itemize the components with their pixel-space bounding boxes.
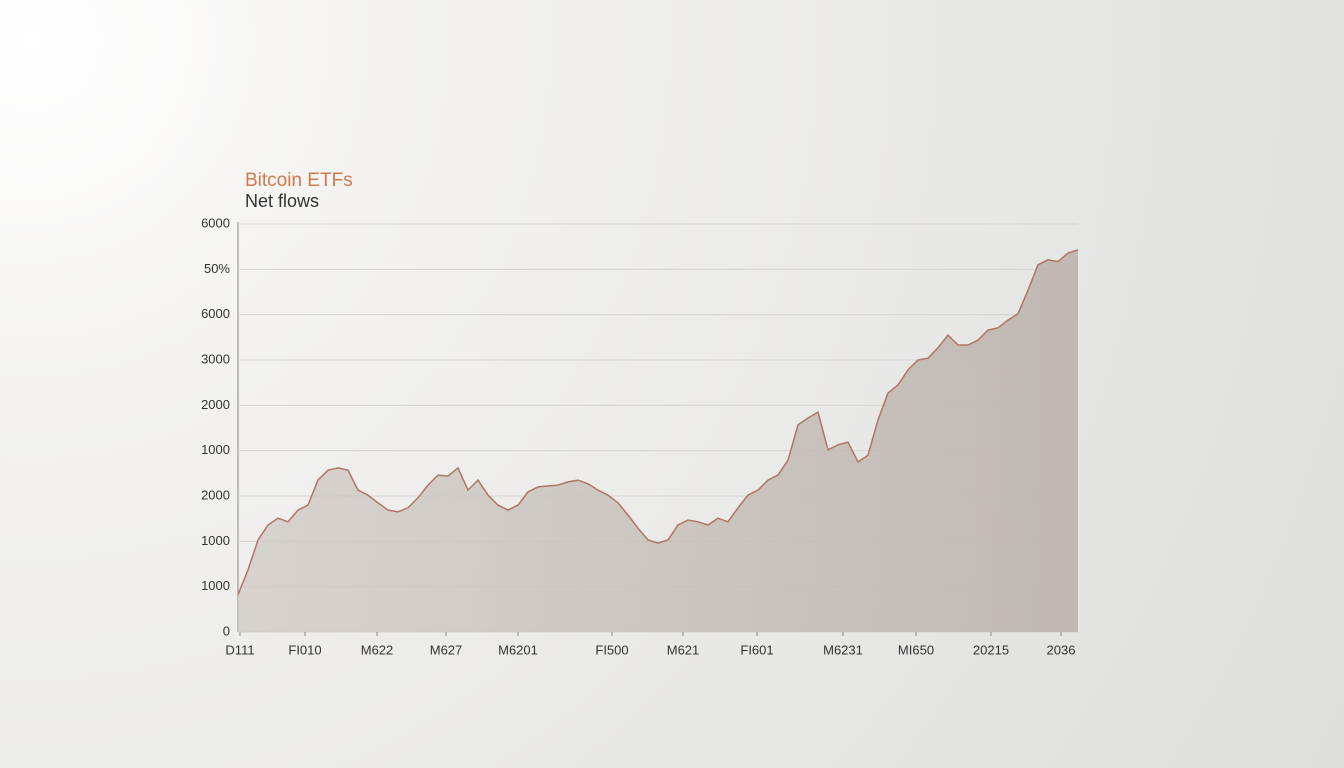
- x-tick-label: FI010: [288, 642, 321, 657]
- y-tick-label: 6000: [201, 215, 230, 230]
- x-tick-label: M622: [361, 642, 394, 657]
- y-tick-label: 0: [223, 623, 230, 638]
- y-tick-label: 6000: [201, 306, 230, 321]
- line: [237, 249, 1079, 596]
- x-tick-label: FI601: [740, 642, 773, 657]
- y-tick-label: 1000: [201, 533, 230, 548]
- x-tick-label: M6231: [823, 642, 863, 657]
- x-tick-label: M621: [667, 642, 700, 657]
- y-tick-label: 1000: [201, 578, 230, 593]
- x-tick-label: MI650: [898, 642, 934, 657]
- chart-title: Bitcoin ETFs: [245, 170, 353, 191]
- x-tick-label: M6201: [498, 642, 538, 657]
- y-tick-label: 50%: [204, 261, 230, 276]
- x-tick-label: M627: [430, 642, 463, 657]
- area: [238, 249, 1078, 633]
- y-tick-label: 3000: [201, 351, 230, 366]
- y-tick-label: 2000: [201, 397, 230, 412]
- x-tick-label: D111: [225, 642, 254, 657]
- chart-subtitle: Net flows: [245, 191, 319, 211]
- x-tick-label: 20215: [973, 642, 1009, 657]
- y-tick-label: 2000: [201, 487, 230, 502]
- y-tick-label: 1000: [201, 442, 230, 457]
- x-tick-label: FI500: [595, 642, 628, 657]
- x-tick-label: 2036: [1047, 642, 1076, 657]
